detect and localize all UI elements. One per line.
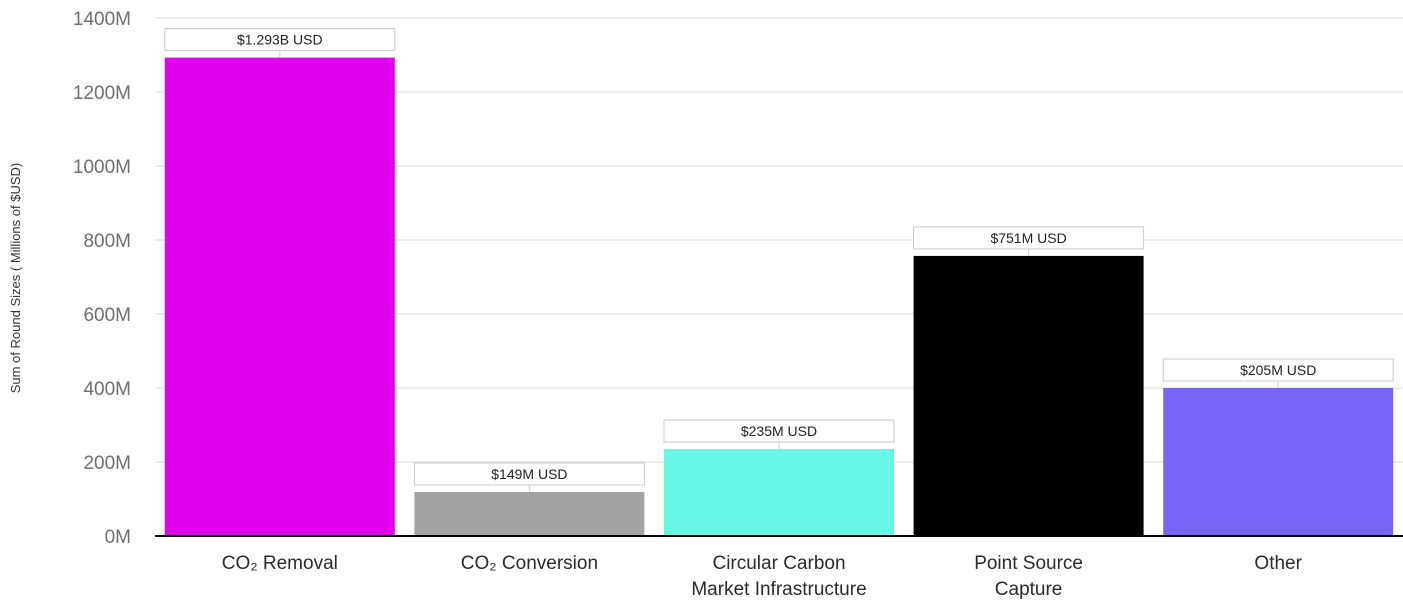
x-category-label: CO₂ Removal (222, 553, 338, 574)
x-category-label: Capture (995, 579, 1063, 600)
y-tick-label: 1200M (73, 83, 131, 104)
y-tick-label: 200M (83, 453, 131, 474)
data-label-box (413, 462, 645, 486)
data-label-box (164, 28, 396, 52)
bar (414, 491, 645, 536)
data-label: $205M USD (1240, 362, 1316, 378)
data-label: $235M USD (741, 423, 817, 439)
bar (913, 255, 1144, 536)
y-axis-label: Sum of Round Sizes ( Millions of $USD) (8, 163, 23, 393)
data-label: $751M USD (990, 230, 1066, 246)
data-label: $149M USD (491, 466, 567, 482)
data-label-box (913, 226, 1145, 250)
y-tick-label: 1000M (73, 157, 131, 178)
y-tick-label: 0M (105, 527, 131, 548)
x-category-label: Circular Carbon (712, 553, 845, 574)
data-label-box (1162, 358, 1394, 382)
data-label-box (663, 419, 895, 443)
bar (664, 449, 894, 536)
bar (164, 57, 395, 537)
x-category-label: Market Infrastructure (691, 579, 866, 600)
data-label: $1.293B USD (237, 32, 323, 48)
bars (164, 57, 1394, 537)
data-labels: $1.293B USD $149M USD $235M USD $751M USD $2… (164, 28, 1394, 492)
y-tick-label: 1400M (73, 9, 131, 30)
x-axis-categories: CO₂ Removal CO₂ Conversion Circular Carbon… (222, 553, 1303, 600)
y-tick-label: 400M (83, 379, 131, 400)
y-tick-label: 600M (83, 305, 131, 326)
y-axis-ticks: 0M 200M 400M 600M 800M 1000M 1200M 1400M (73, 9, 131, 548)
bar (1163, 388, 1394, 536)
x-category-label: Point Source (974, 553, 1083, 574)
x-category-label: CO₂ Conversion (461, 553, 598, 574)
y-tick-label: 800M (83, 231, 131, 252)
x-category-label: Other (1254, 553, 1302, 574)
